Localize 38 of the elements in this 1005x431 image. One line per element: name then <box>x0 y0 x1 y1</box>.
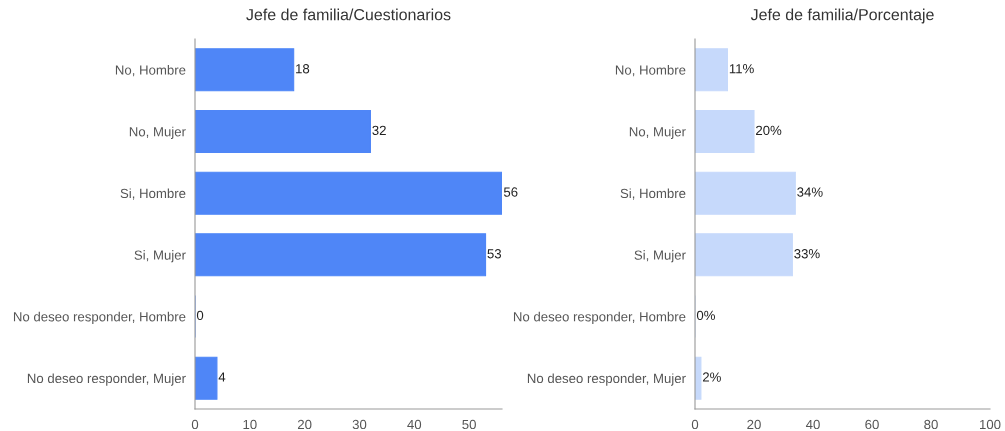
data-label: 56 <box>503 187 518 197</box>
x-tick-label: 30 <box>352 419 367 430</box>
y-tick-label: Si, Hombre <box>620 188 686 200</box>
y-tick-label: No, Hombre <box>615 65 686 77</box>
data-label: 0% <box>696 310 715 321</box>
y-tick-label: No deseo responder, Mujer <box>527 373 686 386</box>
y-tick-label: No deseo responder, Hombre <box>513 311 686 325</box>
chart-title: Jefe de familia/Porcentaje <box>750 8 934 24</box>
x-tick-label: 20 <box>747 419 761 430</box>
x-tick-label: 80 <box>924 419 938 430</box>
data-label: 32 <box>372 125 386 136</box>
data-label: 0 <box>196 310 204 321</box>
x-tick-label: 40 <box>407 419 422 430</box>
data-label: 20% <box>756 125 782 136</box>
y-tick-label: No, Mujer <box>629 126 686 140</box>
x-tick-label: 20 <box>297 419 312 430</box>
chart-title: Jefe de familia/Cuestionarios <box>246 8 451 21</box>
x-tick-label: 0 <box>191 419 199 430</box>
data-label: 33% <box>794 249 820 259</box>
data-label: 11% <box>729 64 754 74</box>
x-tick-label: 0 <box>691 419 699 430</box>
data-label: 2% <box>702 372 721 382</box>
data-label: 4 <box>218 372 226 382</box>
x-tick-label: 10 <box>243 419 257 430</box>
data-label: 53 <box>487 249 502 259</box>
y-tick-label: Si, Hombre <box>120 188 186 200</box>
data-label: 18 <box>296 64 310 74</box>
x-tick-label: 60 <box>865 419 879 430</box>
x-tick-label: 40 <box>805 419 820 430</box>
y-tick-label: Si, Mujer <box>134 250 186 263</box>
x-tick-label: 50 <box>462 419 476 430</box>
y-tick-label: No deseo responder, Hombre <box>13 311 186 325</box>
data-label: 34% <box>797 187 823 197</box>
x-tick-label: 100 <box>980 419 1001 430</box>
y-tick-label: Si, Mujer <box>634 250 686 263</box>
y-tick-label: No, Hombre <box>115 65 186 77</box>
y-tick-label: No deseo responder, Mujer <box>27 373 186 386</box>
y-tick-label: No, Mujer <box>129 126 186 140</box>
